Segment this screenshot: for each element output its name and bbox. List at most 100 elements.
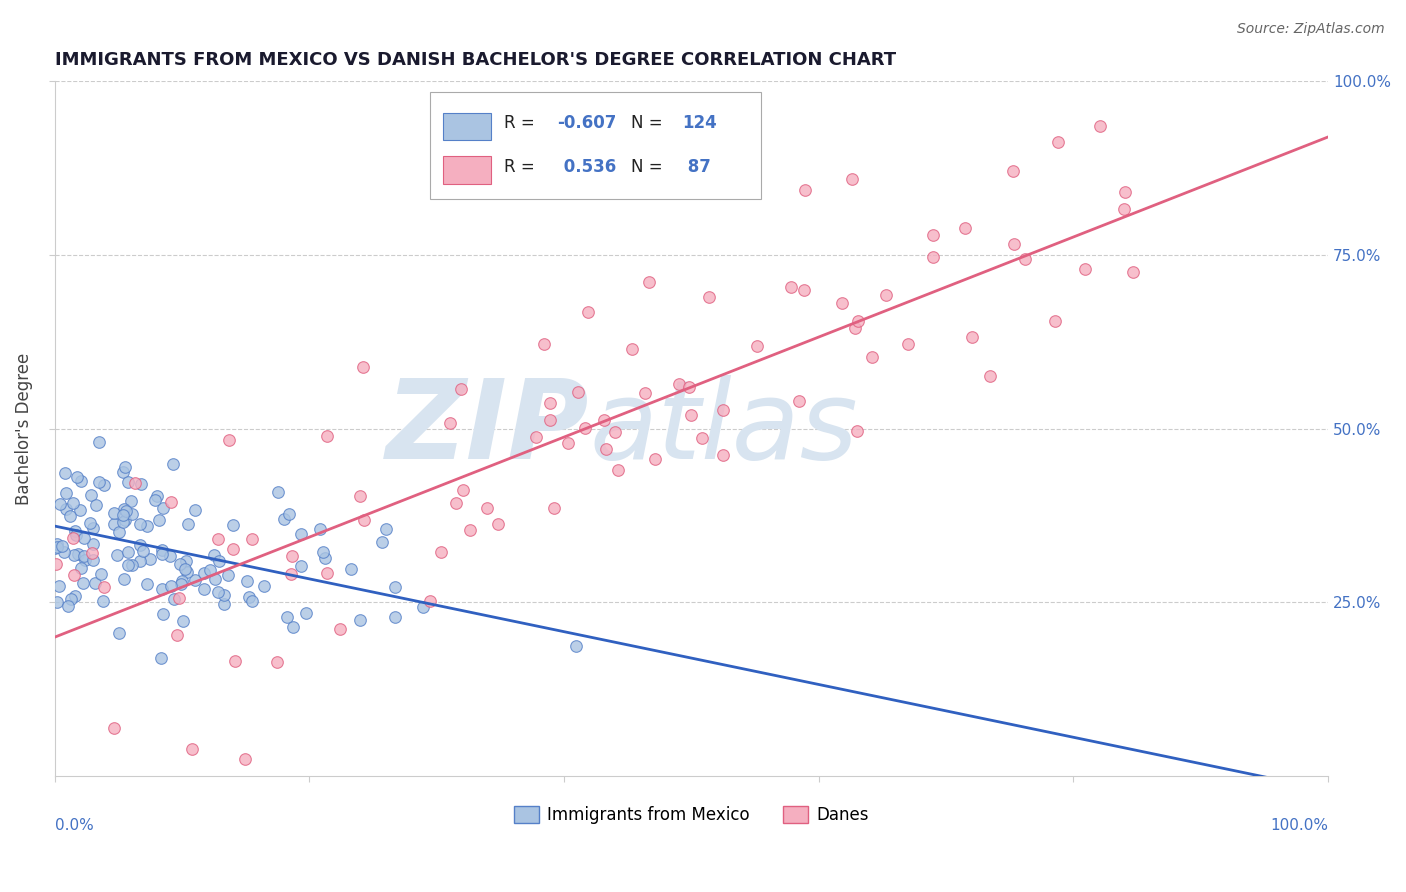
Point [152, 500, 174, 515]
Point [638, 276, 661, 290]
Text: 0.0%: 0.0% [55, 818, 93, 833]
Text: 124: 124 [682, 114, 717, 132]
Point [112, 516, 135, 530]
Point [90, 567, 112, 582]
Point [169, 557, 191, 571]
Point [697, 290, 720, 304]
Point [180, 742, 202, 756]
Point [184, 502, 207, 516]
Point [543, 500, 565, 515]
Point [184, 573, 207, 587]
Point [979, 369, 1001, 384]
Point [419, 594, 441, 608]
Point [207, 532, 229, 546]
Point [266, 655, 288, 669]
Point [150, 547, 173, 561]
Point [309, 521, 332, 535]
Point [45, 540, 67, 554]
Point [82, 553, 104, 567]
Point [897, 337, 920, 351]
Point [114, 460, 136, 475]
Point [146, 489, 169, 503]
Point [131, 477, 153, 491]
Point [135, 577, 157, 591]
Point [202, 548, 225, 562]
Point [55, 502, 77, 516]
Point [295, 606, 318, 620]
Point [224, 654, 246, 668]
Point [108, 524, 131, 539]
Point [148, 513, 170, 527]
Point [644, 451, 666, 466]
Point [173, 561, 195, 575]
Point [329, 622, 352, 636]
Point [787, 393, 810, 408]
Point [316, 429, 339, 443]
Text: 87: 87 [682, 158, 711, 176]
Point [149, 651, 172, 665]
Point [73, 549, 96, 563]
Point [124, 475, 146, 490]
Point [845, 424, 868, 438]
Point [374, 522, 396, 536]
Point [66, 469, 89, 483]
Text: ZIP: ZIP [385, 376, 589, 483]
Point [170, 576, 193, 591]
Point [69, 560, 91, 574]
Point [84, 498, 107, 512]
Point [152, 607, 174, 621]
Point [120, 493, 142, 508]
Point [668, 376, 690, 391]
Point [793, 283, 815, 297]
Point [63, 524, 86, 538]
Point [486, 517, 509, 532]
Point [1014, 252, 1036, 266]
Point [1122, 265, 1144, 279]
Point [592, 412, 614, 426]
Point [576, 304, 599, 318]
Point [477, 500, 499, 515]
Point [208, 554, 231, 568]
Point [212, 589, 235, 603]
Point [290, 558, 312, 573]
Point [236, 574, 259, 589]
Point [198, 563, 221, 577]
Point [162, 458, 184, 472]
Point [176, 565, 198, 579]
Point [58, 599, 80, 613]
Point [339, 562, 361, 576]
Point [114, 513, 136, 527]
Point [217, 567, 239, 582]
Point [62, 549, 84, 563]
Point [152, 543, 174, 558]
Point [1002, 236, 1025, 251]
Point [962, 330, 984, 344]
Point [55, 486, 77, 500]
Point [273, 512, 295, 526]
Point [48, 579, 70, 593]
Point [121, 507, 143, 521]
Point [117, 475, 139, 489]
Point [136, 519, 159, 533]
Point [1045, 314, 1067, 328]
Point [51, 539, 73, 553]
Point [83, 576, 105, 591]
Point [533, 336, 555, 351]
Point [59, 509, 82, 524]
Point [45, 557, 67, 571]
Point [793, 183, 815, 197]
Point [218, 434, 240, 448]
Text: R =: R = [505, 114, 540, 132]
Point [129, 517, 152, 532]
Point [103, 516, 125, 531]
Point [312, 545, 335, 559]
Point [44, 541, 66, 556]
Point [1114, 185, 1136, 199]
Point [139, 551, 162, 566]
Point [922, 228, 945, 243]
Point [222, 518, 245, 533]
Point [117, 545, 139, 559]
Point [117, 558, 139, 573]
Point [280, 566, 302, 581]
Point [87, 475, 110, 490]
